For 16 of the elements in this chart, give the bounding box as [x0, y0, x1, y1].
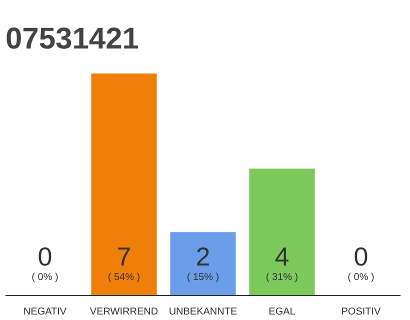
annotation: ( 54% ) — [108, 272, 140, 283]
data-label: 0 — [38, 242, 52, 272]
annotation: ( 31% ) — [266, 272, 298, 283]
data-label: 7 — [116, 242, 132, 272]
annotation: ( 15% ) — [186, 272, 220, 283]
annotation: ( 0% ) — [348, 272, 374, 283]
chart-title: 07531421 — [6, 22, 139, 56]
x-tick-label: VERWIRREND — [90, 306, 158, 318]
data-label: 0 — [354, 242, 368, 272]
data-label: 4 — [274, 242, 290, 272]
x-tick-label: NEGATIV — [23, 306, 67, 318]
annotation: ( 0% ) — [32, 272, 58, 283]
data-label: 2 — [196, 242, 210, 272]
x-tick-label: UNBEKANNTE — [168, 306, 238, 318]
x-tick-label: POSITIV — [341, 306, 382, 318]
x-tick-label: EGAL — [268, 306, 296, 318]
